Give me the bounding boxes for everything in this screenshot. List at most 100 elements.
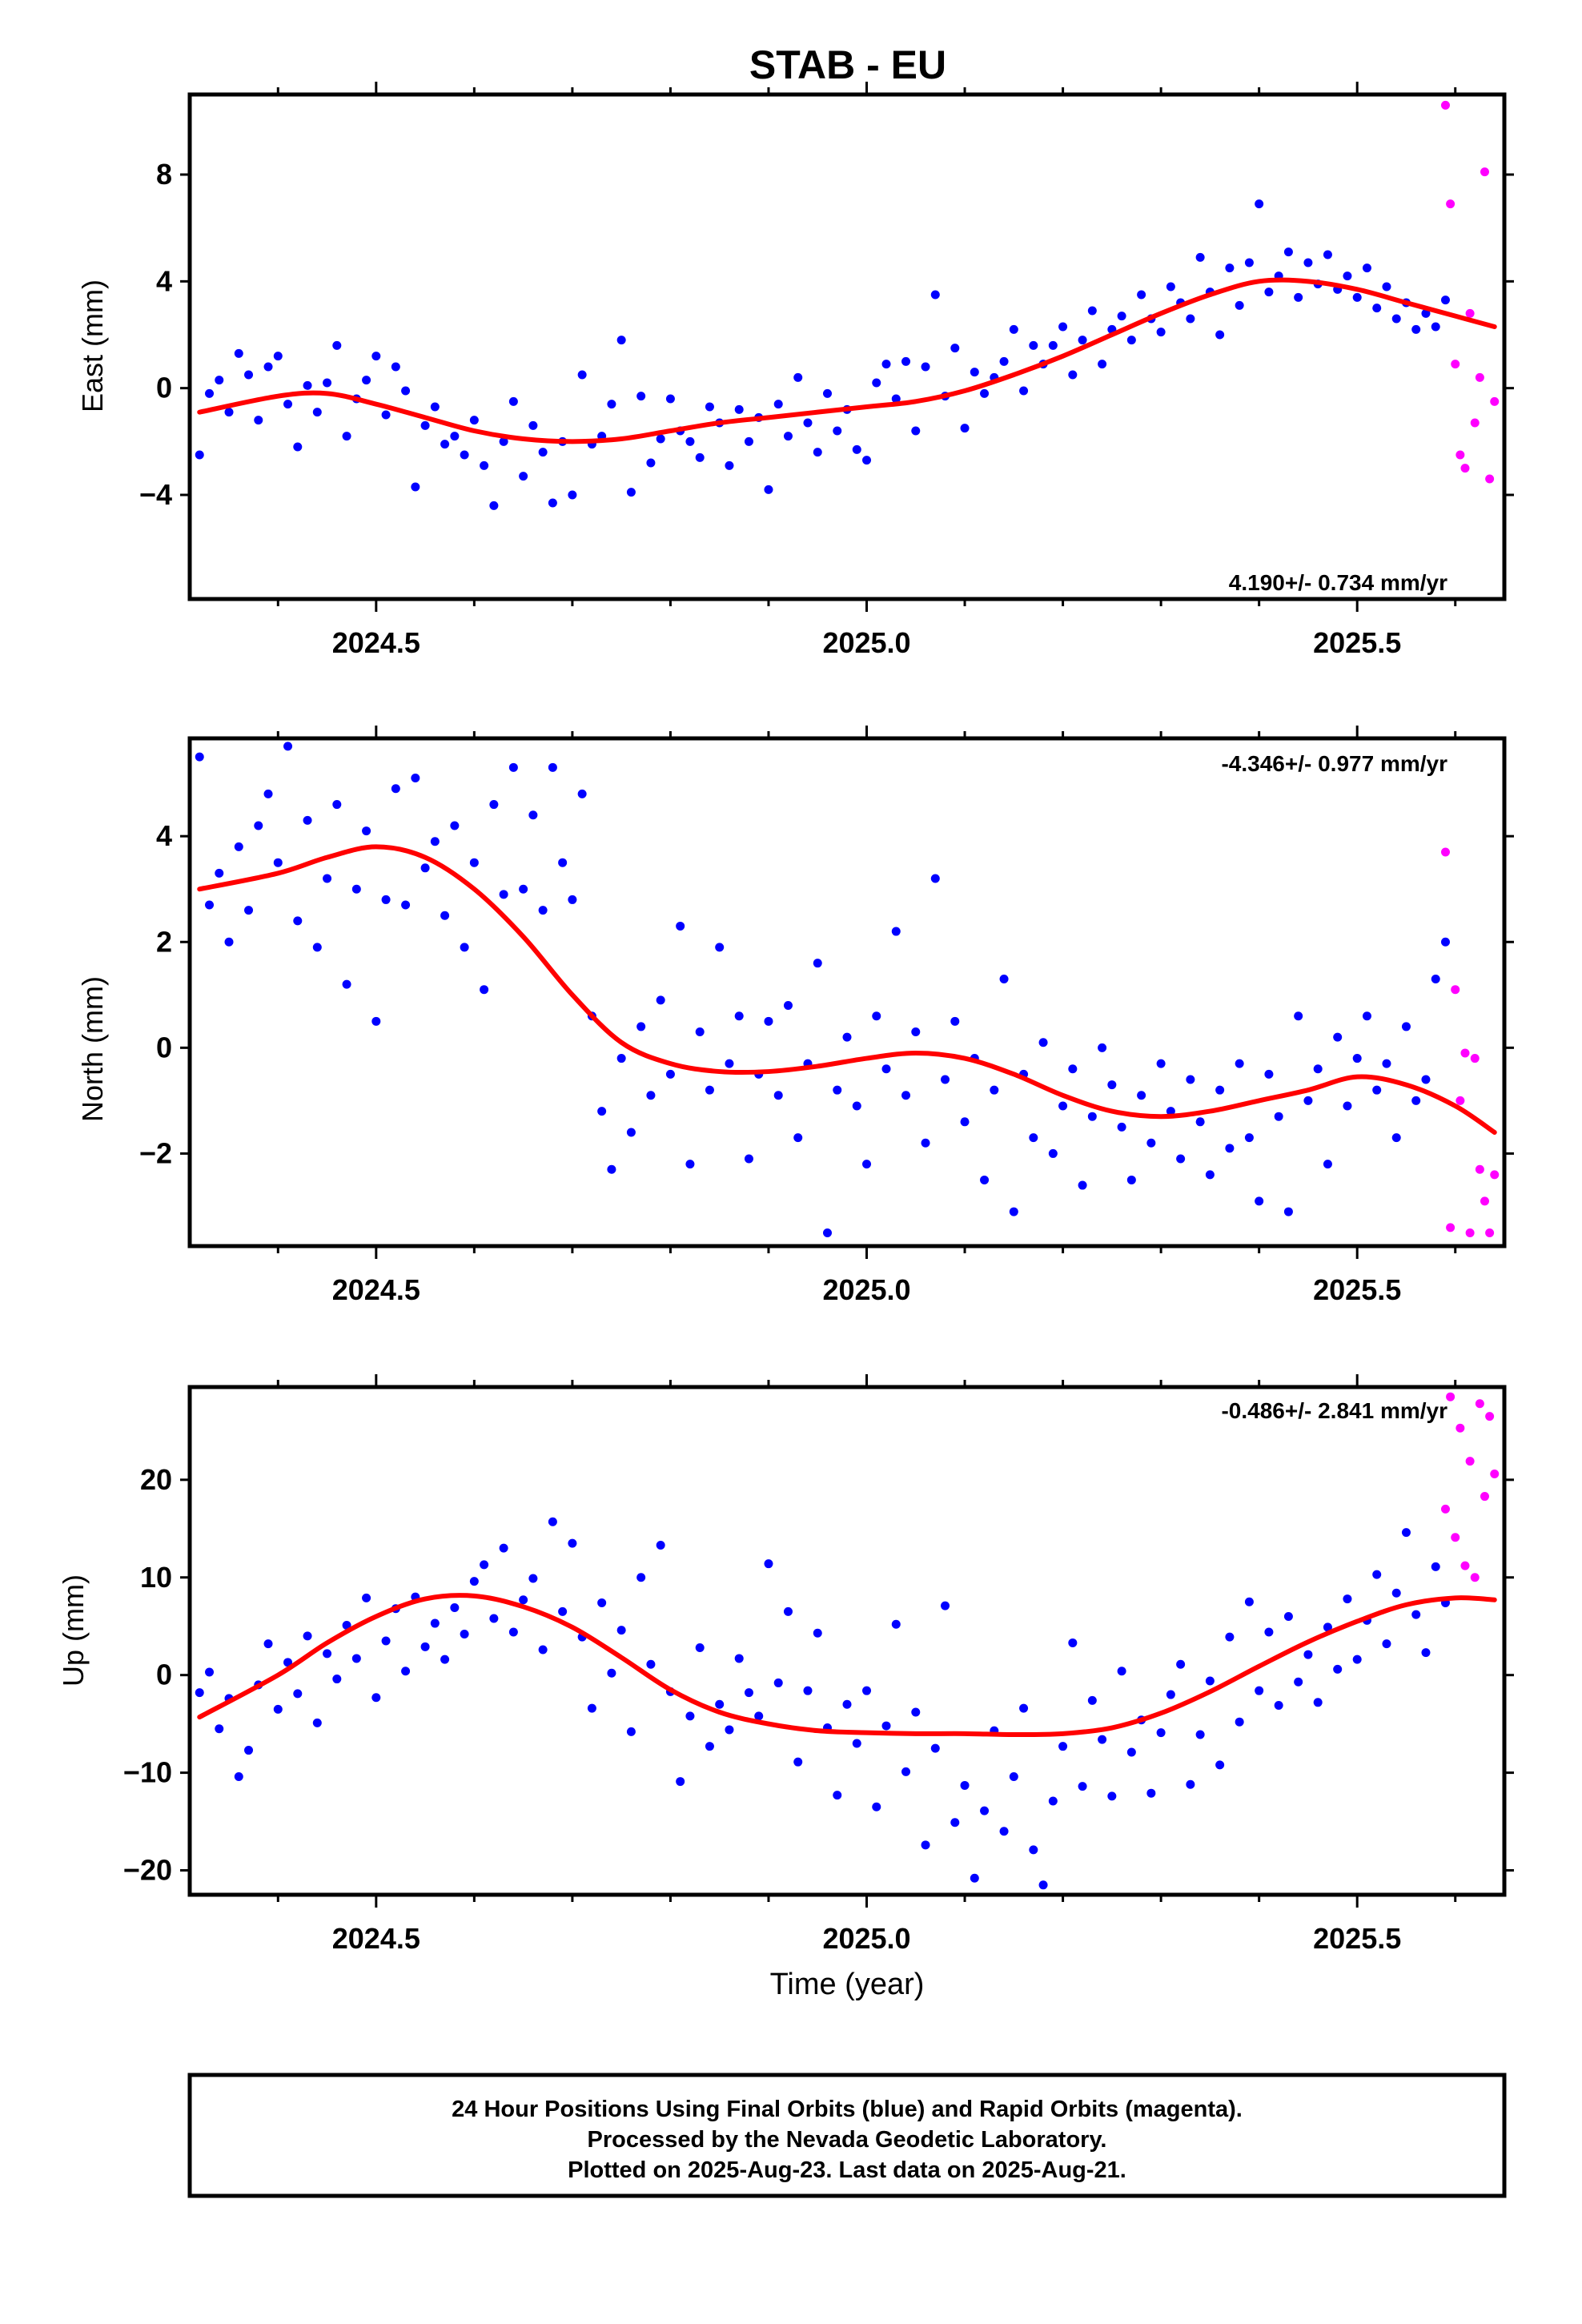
north-final-point bbox=[607, 1164, 616, 1174]
up-rapid-point bbox=[1446, 1392, 1456, 1401]
footer-line-3: Plotted on 2025-Aug-23. Last data on 202… bbox=[568, 2157, 1126, 2183]
up-rapid-point bbox=[1456, 1423, 1465, 1433]
east-ytick-label: 4 bbox=[156, 264, 172, 297]
up-final-point bbox=[381, 1636, 391, 1646]
east-final-point bbox=[1235, 300, 1244, 310]
north-final-point bbox=[626, 1128, 636, 1137]
north-final-point bbox=[460, 943, 469, 952]
north-final-point bbox=[813, 959, 822, 968]
up-final-point bbox=[872, 1802, 881, 1811]
north-final-point bbox=[215, 868, 224, 878]
east-final-point bbox=[499, 436, 508, 446]
up-final-point bbox=[1264, 1627, 1274, 1637]
east-xtick-label: 2024.5 bbox=[332, 626, 420, 659]
up-final-point bbox=[548, 1517, 557, 1526]
north-final-point bbox=[833, 1085, 842, 1095]
east-final-point bbox=[254, 416, 263, 425]
east-final-point bbox=[371, 352, 381, 361]
up-final-point bbox=[646, 1659, 656, 1669]
north-final-point bbox=[676, 921, 685, 931]
up-final-point bbox=[597, 1598, 607, 1607]
up-final-point bbox=[1215, 1760, 1225, 1770]
east-final-point bbox=[1156, 328, 1166, 337]
up-final-point bbox=[1313, 1698, 1323, 1707]
up-final-point bbox=[1048, 1796, 1058, 1806]
north-final-point bbox=[1264, 1069, 1274, 1079]
footer-box bbox=[187, 2073, 1507, 2198]
east-final-point bbox=[293, 442, 303, 452]
north-final-point bbox=[1009, 1207, 1018, 1216]
east-final-point bbox=[1019, 386, 1029, 396]
up-rapid-point bbox=[1440, 1504, 1450, 1514]
north-final-point bbox=[362, 826, 371, 836]
up-final-point bbox=[715, 1699, 725, 1709]
up-final-point bbox=[1274, 1700, 1283, 1710]
east-xtick-label: 2025.0 bbox=[822, 626, 910, 659]
up-final-point bbox=[489, 1614, 499, 1623]
east-ylabel: East (mm) bbox=[76, 279, 109, 412]
up-final-point bbox=[195, 1688, 204, 1698]
north-final-point bbox=[420, 863, 430, 873]
up-final-point bbox=[1411, 1610, 1421, 1619]
up-final-point bbox=[930, 1743, 940, 1753]
north-final-point bbox=[1401, 1022, 1411, 1031]
up-final-point bbox=[430, 1618, 440, 1628]
east-final-point bbox=[783, 432, 793, 441]
up-final-point bbox=[1205, 1676, 1215, 1686]
east-final-point bbox=[685, 436, 695, 446]
footer-line-2: Processed by the Nevada Geodetic Laborat… bbox=[588, 2127, 1107, 2153]
up-plot-area: 2024.5 2025.0 2025.5 20 10 0 −10 −20 bbox=[123, 1374, 1514, 1955]
east-final-point bbox=[764, 485, 773, 494]
up-final-point bbox=[528, 1574, 538, 1583]
up-rapid-point bbox=[1470, 1573, 1480, 1582]
north-final-point bbox=[430, 837, 440, 846]
north-final-point bbox=[901, 1091, 911, 1100]
up-frame bbox=[187, 1385, 1507, 1897]
up-final-point bbox=[508, 1627, 518, 1637]
up-rapid-point bbox=[1451, 1533, 1460, 1542]
up-final-point bbox=[519, 1595, 528, 1605]
east-final-point bbox=[303, 380, 312, 390]
east-final-point bbox=[921, 362, 930, 372]
east-final-point bbox=[999, 356, 1009, 366]
up-final-point bbox=[901, 1767, 911, 1776]
north-final-point bbox=[1283, 1207, 1293, 1216]
north-final-point bbox=[715, 943, 725, 952]
east-plot-area: 2024.5 2025.0 2025.5 8 4 0 −4 bbox=[139, 82, 1514, 659]
up-final-point bbox=[783, 1606, 793, 1616]
up-final-point bbox=[1176, 1659, 1186, 1669]
east-final-point bbox=[980, 388, 990, 398]
up-final-point bbox=[283, 1658, 293, 1667]
east-final-point bbox=[1343, 271, 1352, 281]
up-final-point bbox=[607, 1668, 616, 1678]
east-final-point bbox=[901, 356, 911, 366]
up-final-point bbox=[1058, 1742, 1068, 1751]
east-final-point bbox=[822, 388, 832, 398]
north-final-point bbox=[1244, 1133, 1254, 1143]
north-final-point bbox=[1431, 974, 1440, 983]
north-final-point bbox=[1294, 1011, 1303, 1021]
east-ytick-label: 8 bbox=[156, 158, 172, 191]
up-final-point bbox=[371, 1693, 381, 1703]
up-ylabel: Up (mm) bbox=[57, 1574, 90, 1687]
north-final-point bbox=[528, 810, 538, 820]
north-final-point bbox=[891, 927, 901, 936]
east-final-point bbox=[930, 290, 940, 300]
up-final-point bbox=[1126, 1747, 1136, 1757]
east-final-point bbox=[244, 370, 254, 380]
east-final-point bbox=[695, 452, 705, 462]
up-rapid-point bbox=[1490, 1470, 1500, 1479]
east-final-point bbox=[1117, 312, 1126, 321]
up-final-point bbox=[725, 1725, 734, 1735]
east-final-point bbox=[528, 420, 538, 430]
north-final-point bbox=[852, 1101, 861, 1111]
north-final-point bbox=[862, 1160, 872, 1169]
up-final-point bbox=[695, 1643, 705, 1653]
north-final-point bbox=[508, 762, 518, 772]
up-fit-line bbox=[197, 1593, 1497, 1738]
north-final-point bbox=[1411, 1096, 1421, 1105]
north-final-point bbox=[1137, 1091, 1146, 1100]
east-final-point bbox=[1058, 322, 1068, 332]
up-final-point bbox=[351, 1654, 361, 1663]
up-final-point bbox=[1294, 1677, 1303, 1687]
